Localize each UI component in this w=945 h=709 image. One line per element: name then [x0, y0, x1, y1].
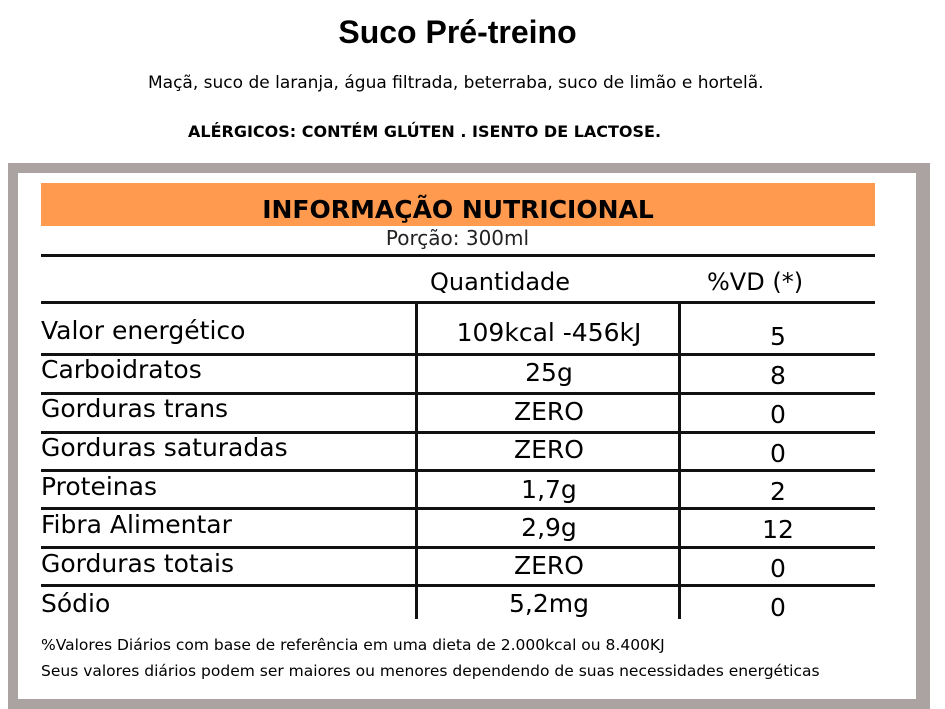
nutrient-quantity: ZERO: [514, 397, 584, 426]
nutrient-quantity: 25g: [525, 358, 573, 387]
footnote-needs: Seus valores diários podem ser maiores o…: [41, 662, 820, 680]
row-divider: [41, 431, 875, 434]
nutrient-name: Gorduras trans: [41, 394, 229, 423]
nutrient-quantity: ZERO: [514, 551, 584, 580]
nutrient-name: Valor energético: [41, 316, 246, 345]
divider-line: [41, 254, 875, 257]
nutrient-quantity: ZERO: [514, 435, 584, 464]
nutrition-header-title: INFORMAÇÃO NUTRICIONAL: [262, 195, 654, 224]
column-divider: [415, 304, 418, 619]
nutrient-quantity: 2,9g: [521, 513, 577, 542]
ingredients-text: Maçã, suco de laranja, água filtrada, be…: [148, 73, 764, 93]
row-divider: [41, 584, 875, 587]
nutrient-vd: 5: [770, 322, 786, 351]
product-title: Suco Pré-treino: [338, 14, 577, 50]
row-divider: [41, 392, 875, 395]
row-divider: [41, 507, 875, 510]
row-divider: [41, 353, 875, 356]
column-header-vd: %VD (*): [707, 268, 804, 296]
portion-size: Porção: 300ml: [385, 226, 530, 250]
nutrient-vd: 0: [770, 593, 786, 622]
nutrient-vd: 12: [762, 515, 794, 544]
nutrient-name: Gorduras totais: [41, 549, 234, 578]
nutrient-name: Carboidratos: [41, 355, 202, 384]
row-divider: [41, 469, 875, 472]
nutrition-header-bar: INFORMAÇÃO NUTRICIONAL: [41, 183, 875, 226]
nutrient-quantity: 109kcal -456kJ: [456, 318, 642, 347]
allergens-text: ALÉRGICOS: CONTÉM GLÚTEN . ISENTO DE LAC…: [188, 122, 662, 141]
nutrient-quantity: 5,2mg: [509, 589, 589, 618]
nutrient-vd: 2: [770, 477, 786, 506]
row-divider: [41, 546, 875, 549]
nutrient-name: Proteinas: [41, 472, 157, 501]
nutrient-vd: 0: [770, 554, 786, 583]
footnote-daily-values: %Valores Diários com base de referência …: [41, 636, 665, 654]
label-panel: [18, 173, 916, 699]
nutrient-name: Gorduras saturadas: [41, 433, 288, 462]
column-divider: [678, 304, 681, 619]
nutrient-name: Fibra Alimentar: [41, 510, 232, 539]
nutrient-quantity: 1,7g: [521, 475, 577, 504]
nutrient-vd: 0: [770, 439, 786, 468]
nutrient-vd: 8: [770, 361, 786, 390]
nutrient-name: Sódio: [41, 589, 111, 618]
divider-line: [41, 301, 875, 304]
nutrient-vd: 0: [770, 400, 786, 429]
column-header-quantity: Quantidade: [430, 268, 571, 296]
